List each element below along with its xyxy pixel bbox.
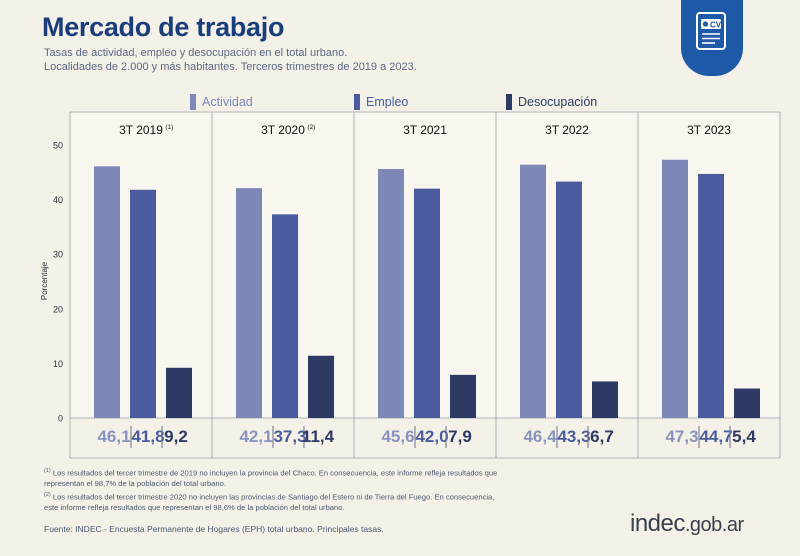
footnote-1-line-2: representan el 98,7% de la población del… bbox=[44, 479, 226, 489]
footnote-1-mark: (1) bbox=[44, 468, 51, 474]
indec-logo: indec.gob.ar bbox=[630, 510, 744, 538]
y-axis-label: Porcentaje bbox=[40, 261, 49, 300]
bar-actividad bbox=[94, 166, 120, 418]
value-label-desocupacion: 6,7 bbox=[590, 427, 614, 446]
footnote-2-line-1: Los resultados del tercer trimestre 2020… bbox=[52, 492, 495, 502]
value-label-empleo: 42,0 bbox=[415, 427, 448, 446]
subtitle-line-2: Localidades de 2.000 y más habitantes. T… bbox=[44, 61, 417, 73]
bar-actividad bbox=[520, 164, 546, 418]
cv-document-icon: CV bbox=[696, 12, 726, 50]
category-label: 3T 2021 bbox=[403, 123, 447, 137]
bar-actividad bbox=[662, 159, 688, 418]
y-tick-label: 40 bbox=[53, 195, 63, 205]
bar-empleo bbox=[272, 214, 298, 418]
bar-empleo bbox=[698, 173, 724, 418]
legend-swatch-desocupacion bbox=[506, 94, 512, 110]
value-label-desocupacion: 5,4 bbox=[732, 427, 756, 446]
value-label-desocupacion: 7,9 bbox=[448, 427, 472, 446]
legend-swatch-empleo bbox=[354, 94, 360, 110]
cv-badge: CV bbox=[681, 0, 743, 76]
footnotes: (1) Los resultados del tercer trimestre … bbox=[44, 466, 497, 513]
category-label: 3T 2019 bbox=[119, 123, 163, 137]
category-note-mark: (1) bbox=[165, 124, 173, 131]
subtitle-line-1: Tasas de actividad, empleo y desocupació… bbox=[44, 47, 348, 59]
category-label: 3T 2023 bbox=[687, 123, 731, 137]
y-tick-label: 0 bbox=[58, 414, 63, 424]
value-label-empleo: 41,8 bbox=[131, 427, 164, 446]
y-tick-label: 10 bbox=[53, 359, 63, 369]
legend-label-empleo: Empleo bbox=[366, 95, 409, 109]
value-label-desocupacion: 9,2 bbox=[164, 427, 188, 446]
legend-swatch-actividad bbox=[190, 94, 196, 110]
bar-desocupacion bbox=[592, 381, 618, 418]
value-label-desocupacion: 11,4 bbox=[302, 427, 335, 446]
bar-empleo bbox=[414, 188, 440, 418]
value-label-empleo: 43,3 bbox=[557, 427, 590, 446]
value-label-actividad: 46,4 bbox=[523, 427, 557, 446]
category-label: 3T 2020 bbox=[261, 123, 305, 137]
bar-desocupacion bbox=[308, 355, 334, 418]
footnote-2-mark: (2) bbox=[44, 491, 51, 498]
y-tick-label: 30 bbox=[53, 250, 63, 260]
logo-main: indec bbox=[630, 510, 685, 537]
footnote-1-line-1: Los resultados del tercer trimestre de 2… bbox=[52, 468, 498, 478]
category-note-mark: (2) bbox=[307, 124, 315, 131]
value-label-actividad: 47,3 bbox=[665, 427, 698, 446]
y-tick-label: 50 bbox=[53, 141, 63, 151]
bar-desocupacion bbox=[734, 388, 760, 418]
bar-actividad bbox=[236, 188, 262, 418]
page-title: Mercado de trabajo bbox=[42, 12, 285, 42]
value-label-actividad: 42,1 bbox=[239, 427, 272, 446]
source-note: Fuente: INDEC - Encuesta Permanente de H… bbox=[44, 524, 384, 534]
value-label-empleo: 37,3 bbox=[273, 427, 306, 446]
value-label-actividad: 45,6 bbox=[381, 427, 414, 446]
bar-actividad bbox=[378, 169, 404, 418]
category-label: 3T 2022 bbox=[545, 123, 589, 137]
legend-desocupacion: Desocupación bbox=[506, 94, 597, 110]
subtitle: Tasas de actividad, empleo y desocupació… bbox=[44, 46, 417, 74]
legend-label-desocupacion: Desocupación bbox=[518, 95, 598, 109]
y-tick-label: 20 bbox=[53, 304, 63, 314]
badge-text: CV bbox=[710, 21, 722, 30]
legend-empleo: Empleo bbox=[354, 94, 408, 110]
bar-empleo bbox=[130, 189, 156, 418]
legend-actividad: Actividad bbox=[190, 94, 253, 110]
bar-desocupacion bbox=[450, 374, 476, 418]
footnote-2-line-2: este informe refleja resultados que repr… bbox=[44, 502, 345, 512]
value-label-empleo: 44,7 bbox=[699, 427, 732, 446]
bar-empleo bbox=[556, 181, 582, 418]
bar-desocupacion bbox=[166, 367, 192, 418]
logo-suffix: .gob.ar bbox=[684, 514, 744, 536]
legend-label-actividad: Actividad bbox=[202, 95, 253, 109]
value-label-actividad: 46,1 bbox=[97, 427, 130, 446]
